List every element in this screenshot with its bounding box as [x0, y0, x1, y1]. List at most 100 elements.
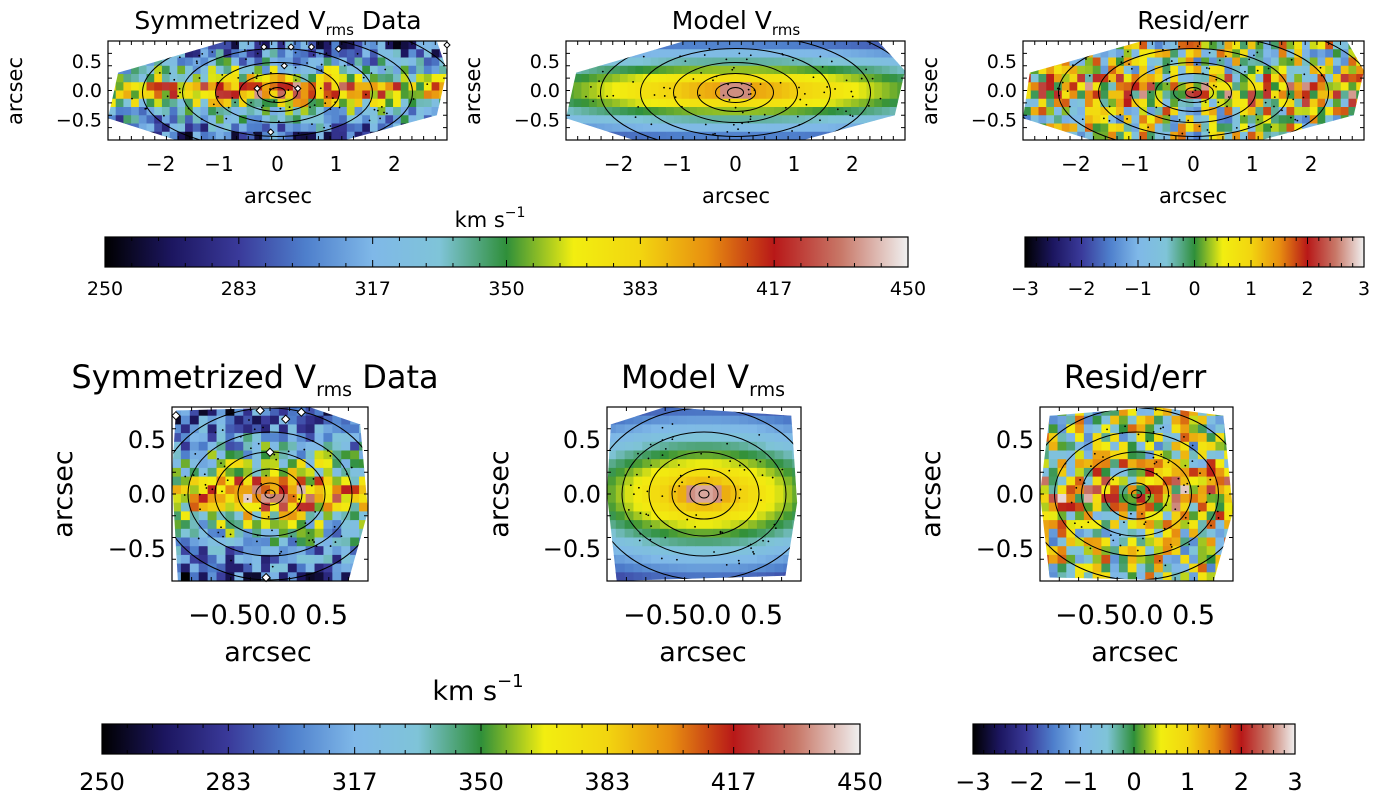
bin-center-dot — [1136, 549, 1139, 552]
heatmap-cell — [332, 546, 342, 556]
heatmap-cell — [1232, 65, 1241, 75]
heatmap-cell — [792, 528, 798, 539]
heatmap-cell — [254, 74, 263, 83]
heatmap-cell — [385, 65, 394, 75]
heatmap-cell — [615, 450, 626, 460]
heatmap-cell — [781, 115, 791, 125]
heatmap-cell — [1154, 98, 1164, 108]
heatmap-cell — [189, 502, 200, 512]
heatmap-cell — [350, 546, 360, 556]
heatmap-cell — [350, 511, 360, 521]
heatmap-cell — [362, 74, 371, 83]
heatmap-cell — [756, 459, 767, 469]
heatmap-cell — [1083, 572, 1094, 581]
heatmap-cell — [566, 115, 575, 125]
heatmap-cell — [1216, 131, 1226, 140]
heatmap-cell — [308, 98, 317, 108]
heatmap-cell — [198, 546, 209, 556]
heatmap-cell — [689, 123, 698, 133]
heatmap-cell — [686, 450, 696, 460]
heatmap-cell — [651, 433, 661, 443]
heatmap-cell — [704, 65, 713, 75]
heatmap-cell — [792, 502, 798, 512]
heatmap-cell — [712, 82, 721, 92]
heatmap-cell — [215, 98, 225, 108]
heatmap-cell — [727, 123, 737, 133]
heatmap-cell — [1131, 57, 1140, 67]
heatmap-cell — [624, 476, 635, 486]
heatmap-cell — [1101, 441, 1111, 452]
bin-center-dot — [646, 490, 649, 493]
heatmap-cell — [804, 131, 814, 140]
heatmap-cell — [1139, 82, 1148, 92]
heatmap-cell — [243, 415, 253, 425]
heatmap-cell — [804, 90, 814, 100]
heatmap-cell — [216, 485, 227, 495]
heatmap-cell — [820, 115, 829, 125]
heatmap-cell — [651, 407, 661, 417]
heatmap-cell — [721, 502, 732, 512]
heatmap-cell — [285, 90, 294, 100]
heatmap-cell — [359, 537, 368, 547]
heatmap-cell — [1154, 467, 1164, 478]
bin-center-dot — [1226, 105, 1228, 108]
heatmap-cell — [208, 65, 217, 75]
heatmap-cell — [633, 563, 643, 573]
heatmap-cell — [681, 74, 690, 83]
heatmap-cell — [889, 90, 898, 100]
heatmap-cell — [581, 41, 590, 50]
bin-center-dot — [1319, 66, 1322, 69]
heatmap-cell — [1209, 41, 1218, 50]
bin-center-dot — [650, 525, 653, 528]
heatmap-cell — [172, 407, 182, 417]
diamond-markers — [171, 405, 307, 583]
heatmap-cell — [730, 537, 740, 547]
bin-center-dot — [704, 123, 707, 126]
heatmap-cell — [642, 537, 652, 547]
bin-center-dot — [1270, 126, 1273, 128]
heatmap-cell — [208, 49, 217, 59]
heatmap-cell — [1201, 98, 1210, 108]
heatmap-cell — [177, 74, 186, 83]
heatmap-cell — [1271, 90, 1280, 100]
heatmap-cell — [1101, 563, 1111, 573]
bin-center-dot — [851, 95, 854, 98]
heatmap-cell — [681, 49, 690, 59]
heatmap-cell — [783, 407, 793, 417]
bin-center-dot — [1205, 67, 1208, 69]
heatmap-cell — [172, 572, 182, 581]
heatmap-cell — [774, 441, 784, 452]
heatmap-cell — [189, 407, 200, 417]
heatmap-cell — [1215, 502, 1225, 512]
heatmap-cell — [651, 467, 661, 478]
heatmap-cell — [650, 131, 660, 140]
heatmap-cell — [108, 131, 117, 140]
heatmap-cell — [758, 90, 767, 100]
heatmap-cell — [234, 528, 244, 539]
heatmap-cell — [820, 90, 829, 100]
heatmap-cell — [314, 563, 325, 573]
heatmap-cell — [721, 485, 732, 495]
heatmap-cell — [323, 115, 333, 125]
bin-centers — [624, 423, 784, 566]
heatmap-cell — [1145, 407, 1155, 417]
heatmap-cell — [1201, 107, 1210, 116]
heatmap-cell — [234, 485, 244, 495]
heatmap-cell — [207, 563, 218, 573]
bin-center-dot — [312, 54, 315, 56]
bin-center-dot — [384, 68, 387, 71]
y-tick-label: −0.5 — [514, 109, 560, 131]
heatmap-cell — [131, 90, 140, 100]
heatmap-cell — [615, 572, 626, 581]
heatmap-cell — [1048, 572, 1059, 581]
heatmap-cell — [615, 502, 626, 512]
heatmap-cell — [1110, 476, 1120, 486]
heatmap-cell — [385, 82, 394, 92]
heatmap-cell — [270, 572, 280, 581]
heatmap-cell — [1154, 82, 1164, 92]
heatmap-cell — [332, 572, 342, 581]
heatmap-cell — [689, 107, 698, 116]
bin-center-dot — [721, 531, 724, 534]
heatmap-cell — [1294, 49, 1303, 59]
